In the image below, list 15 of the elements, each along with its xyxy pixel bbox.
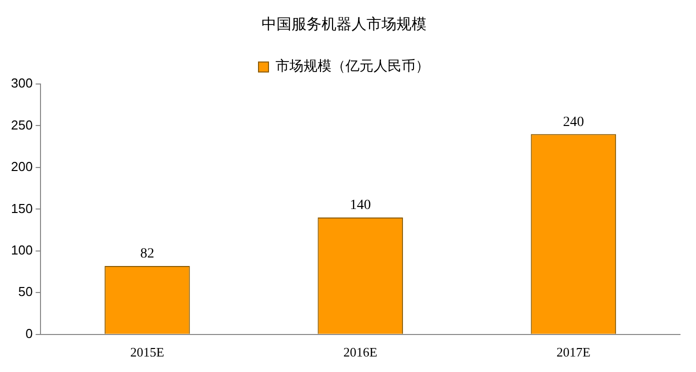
y-tick-label: 200 xyxy=(10,159,33,174)
y-tick-label: 0 xyxy=(25,326,33,341)
x-tick-label: 2016E xyxy=(343,344,378,360)
legend-label: 市场规模（亿元人民币） xyxy=(276,58,430,75)
data-label: 140 xyxy=(350,198,371,214)
x-tick-label: 2015E xyxy=(130,344,164,360)
y-tick-label: 100 xyxy=(10,242,33,258)
x-tick-label: 2017E xyxy=(556,344,590,360)
data-label: 82 xyxy=(140,246,154,262)
y-tick-label: 250 xyxy=(10,117,33,132)
y-tick-label: 50 xyxy=(18,284,33,300)
y-tick-label: 150 xyxy=(10,200,33,216)
chart-title: 中国服务机器人市场规模 xyxy=(262,14,426,33)
data-label: 240 xyxy=(562,114,584,130)
y-tick-label: 300 xyxy=(10,76,33,91)
